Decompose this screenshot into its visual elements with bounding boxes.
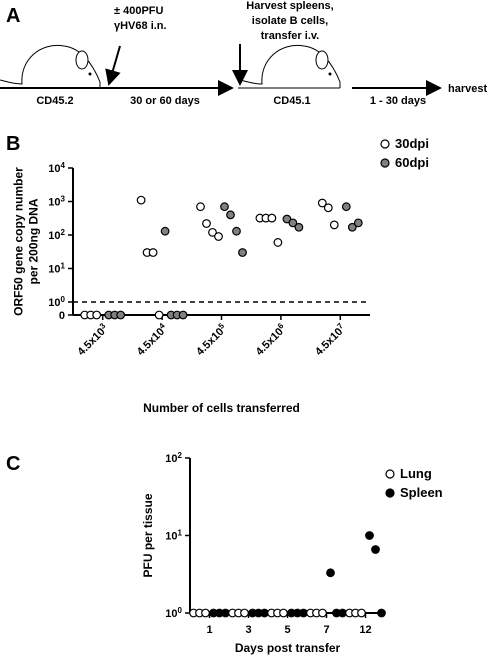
data-point: [238, 248, 247, 257]
dose-text: γHV68 i.n.: [114, 20, 167, 32]
interval-label: 30 or 60 days: [130, 95, 200, 107]
data-point: [273, 238, 283, 247]
data-point: [240, 608, 249, 618]
data-point: [136, 195, 146, 205]
harvest-note: transfer i.v.: [261, 30, 320, 42]
data-point: [341, 202, 351, 212]
data-point: [294, 222, 304, 232]
x-tick-label: 7: [323, 624, 329, 636]
legend-marker: [380, 139, 390, 149]
y-axis-label-line: per 200ng DNA: [27, 198, 41, 284]
x-axis-label: Number of cells transferred: [143, 401, 300, 415]
legend-label: 60dpi: [395, 155, 429, 170]
data-point: [318, 608, 327, 618]
recipient-label: CD45.1: [273, 95, 310, 107]
legend-marker: [385, 488, 395, 498]
legend-label: Lung: [400, 466, 432, 481]
legend-marker: [380, 158, 390, 168]
data-point: [196, 202, 205, 212]
panel-a: A ± 400PFU γHV68 i.n. Harvest spleens, i…: [0, 0, 487, 107]
x-tick-label: 5: [284, 624, 290, 636]
legend-label: 30dpi: [395, 136, 429, 151]
y-axis-label-line: ORF50 gene copy number: [12, 167, 26, 316]
data-point: [154, 310, 164, 320]
followup-label: 1 - 30 days: [370, 95, 426, 107]
data-point: [92, 310, 102, 320]
data-point: [323, 203, 333, 213]
data-point: [214, 232, 223, 241]
data-point: [347, 222, 357, 232]
y-tick-label: 103: [48, 194, 65, 209]
data-point: [178, 310, 188, 320]
x-tick-label: 4.5x104: [133, 320, 171, 358]
mouse-eye: [328, 72, 332, 76]
data-point: [288, 218, 298, 228]
data-point: [365, 531, 374, 540]
mouse-eye: [88, 72, 92, 76]
legend-marker: [385, 469, 395, 479]
data-point: [160, 226, 170, 236]
y-tick-label: 101: [48, 261, 65, 276]
data-point: [353, 218, 363, 228]
data-point: [329, 220, 339, 230]
donor-label: CD45.2: [36, 95, 73, 107]
data-point: [377, 608, 386, 618]
harvest-note: Harvest spleens,: [246, 0, 333, 12]
data-point: [326, 568, 335, 578]
data-point: [220, 202, 229, 212]
data-point: [267, 213, 277, 223]
end-label: harvest: [448, 83, 487, 95]
y-axis-label: ORF50 gene copy number per 200ng DNA: [12, 167, 41, 316]
data-point: [357, 608, 366, 618]
mouse-ear: [75, 50, 89, 70]
y-tick-label: 100: [165, 606, 182, 621]
harvest-note: isolate B cells,: [252, 15, 328, 27]
data-point: [148, 248, 158, 257]
y-axis-label-line: PFU per tissue: [141, 493, 155, 577]
y-tick-label: 104: [48, 161, 65, 176]
y-tick-label: 0: [59, 310, 65, 322]
data-point: [116, 310, 126, 320]
data-point: [208, 227, 217, 237]
data-point: [282, 214, 292, 224]
x-tick-label: 4.5x106: [252, 320, 290, 358]
y-tick-label: 102: [48, 228, 65, 243]
panel-letter: B: [6, 133, 20, 155]
x-tick-label: 4.5x103: [74, 320, 112, 358]
panel-letter: C: [6, 453, 20, 475]
data-point: [202, 219, 211, 228]
y-tick-label: 102: [165, 451, 182, 466]
x-tick-label: 4.5x105: [192, 320, 230, 358]
infection-arrow: [105, 45, 121, 86]
data-point: [232, 226, 241, 236]
mouse-ear: [315, 50, 329, 70]
data-point: [201, 608, 210, 618]
dose-text: ± 400PFU: [114, 5, 164, 17]
data-point: [371, 545, 380, 554]
y-tick-label: 100: [48, 295, 65, 310]
data-point: [226, 210, 235, 220]
y-axis-label: PFU per tissue: [141, 493, 155, 577]
panel-letter: A: [6, 5, 20, 27]
x-tick-label: 4.5x107: [311, 320, 349, 358]
data-point: [317, 198, 327, 208]
x-axis-label: Days post transfer: [235, 641, 341, 655]
data-point: [279, 608, 288, 618]
x-tick-label: 1: [206, 624, 212, 636]
y-tick-label: 101: [165, 528, 182, 543]
x-tick-label: 3: [245, 624, 251, 636]
x-tick-label: 12: [359, 624, 371, 636]
legend-label: Spleen: [400, 485, 443, 500]
